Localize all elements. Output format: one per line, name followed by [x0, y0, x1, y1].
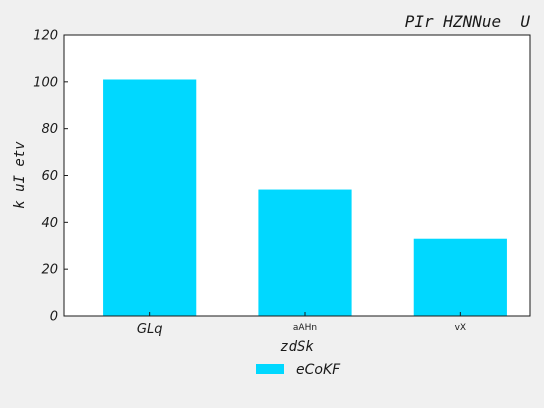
y-tick-label: 0 [50, 310, 58, 325]
bar [103, 79, 197, 317]
y-tick-label: 40 [41, 216, 58, 231]
bars-group [103, 79, 507, 317]
y-tick-label: 60 [41, 169, 58, 184]
y-axis-label: k uI etv [12, 141, 28, 209]
x-tick-label: vX [455, 323, 467, 333]
y-tick-label: 100 [33, 75, 58, 90]
x-tick-label: aAHn [293, 323, 317, 333]
x-axis: GLq aAHn vX [137, 312, 466, 337]
y-tick-label: 120 [33, 29, 58, 44]
legend-label: eCoKF [296, 362, 341, 378]
legend-swatch [256, 364, 284, 374]
bar [413, 238, 507, 316]
y-tick-label: 20 [41, 263, 58, 278]
x-axis-label: zdSk [280, 339, 314, 355]
x-tick-label: GLq [137, 322, 163, 337]
y-axis: 0 20 40 60 80 100 120 [33, 29, 68, 325]
legend: eCoKF [256, 362, 341, 378]
chart-title: PIr HZNNue U [405, 12, 531, 31]
bar [258, 189, 352, 316]
y-tick-label: 80 [41, 122, 58, 137]
